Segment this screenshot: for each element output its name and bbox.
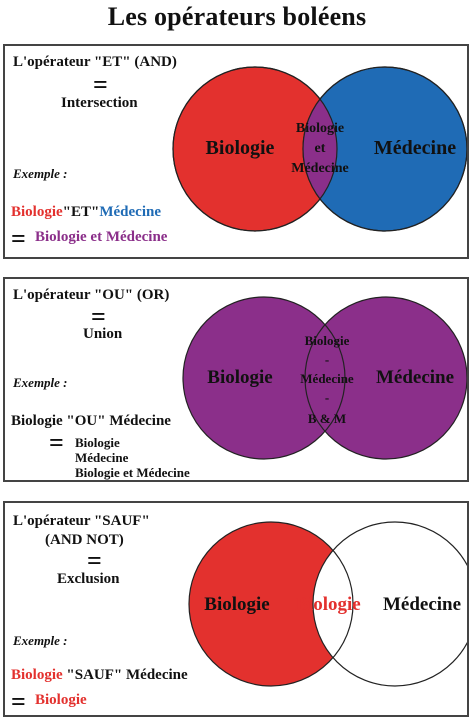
result-text: Biologie (35, 692, 87, 708)
panel-and-operator: Biologie Médecine Biologie et Médecine L… (3, 44, 469, 259)
example-label: Exemple : (13, 166, 68, 181)
example-op: "OU" (66, 413, 106, 429)
venn-or: Biologie Médecine Biologie - Médecine - … (182, 296, 467, 460)
overlap-line-1: Biologie (305, 333, 350, 348)
operator-heading-line1: L'opérateur "SAUF" (13, 513, 150, 529)
operator-heading-line2: (AND NOT) (45, 532, 124, 548)
example-left: Biologie (11, 204, 63, 220)
overlap-line-5: B & M (308, 411, 346, 426)
circle-right-label: Médecine (376, 367, 454, 388)
equals-sign: = (91, 302, 106, 331)
operator-heading: L'opérateur "ET" (AND) (13, 54, 177, 70)
circle-right-medecine (305, 297, 467, 459)
overlap-line-2: - (325, 352, 329, 367)
operator-name: Union (83, 326, 123, 342)
example-right: Médecine (126, 667, 188, 683)
example-left: Biologie (11, 413, 63, 429)
circle-right-label: Médecine (383, 594, 461, 615)
circle-left-biologie (189, 522, 353, 686)
overlap-line-2: et (315, 141, 326, 156)
example-line: Biologie "OU" Médecine (11, 413, 171, 430)
example-left: Biologie (11, 667, 63, 683)
example-op: "SAUF" (66, 667, 123, 683)
overlap-line-4: - (325, 390, 329, 405)
example-right: Médecine (99, 204, 161, 220)
circle-left-biologie (183, 297, 345, 459)
example-right: Médecine (109, 413, 171, 429)
example-label: Exemple : (13, 633, 68, 648)
example-line: Biologie "SAUF" Médecine (11, 667, 188, 684)
circle-left-label: Biologie (207, 367, 272, 388)
circle-right-medecine (313, 522, 467, 686)
result-item-3: Biologie et Médecine (75, 465, 190, 480)
venn-and: Biologie Médecine Biologie et Médecine (172, 66, 467, 232)
overlap-line-1: Biologie (296, 121, 344, 136)
overlap-label: Biologie (295, 594, 360, 615)
circle-left-label: Biologie (204, 594, 269, 615)
example-label: Exemple : (13, 375, 68, 390)
equals-sign: = (93, 70, 108, 99)
page-title: Les opérateurs boléens (107, 2, 367, 31)
operator-name: Intersection (61, 95, 138, 111)
result-text: Biologie et Médecine (35, 229, 168, 245)
operator-heading: L'opérateur "OU" (OR) (13, 287, 170, 303)
example-line: Biologie"ET"Médecine (11, 204, 161, 221)
circle-left-label: Biologie (206, 137, 275, 159)
result-item-2: Médecine (75, 450, 129, 465)
operator-name: Exclusion (57, 571, 120, 587)
overlap-line-3: Médecine (300, 371, 354, 386)
result-equals: = (11, 687, 26, 716)
example-op: "ET" (62, 204, 100, 220)
equals-sign: = (87, 546, 102, 575)
result-equals: = (49, 428, 64, 457)
result-equals: = (11, 224, 26, 253)
panel-and-not-operator: Biologie Biologie Médecine L'opérateur "… (3, 501, 469, 717)
panel-or-operator: Biologie Médecine Biologie - Médecine - … (3, 277, 469, 482)
overlap-line-3: Médecine (291, 161, 349, 176)
circle-right-label: Médecine (374, 137, 456, 159)
venn-and-not: Biologie Biologie Médecine (188, 521, 467, 687)
result-item-1: Biologie (75, 435, 120, 450)
